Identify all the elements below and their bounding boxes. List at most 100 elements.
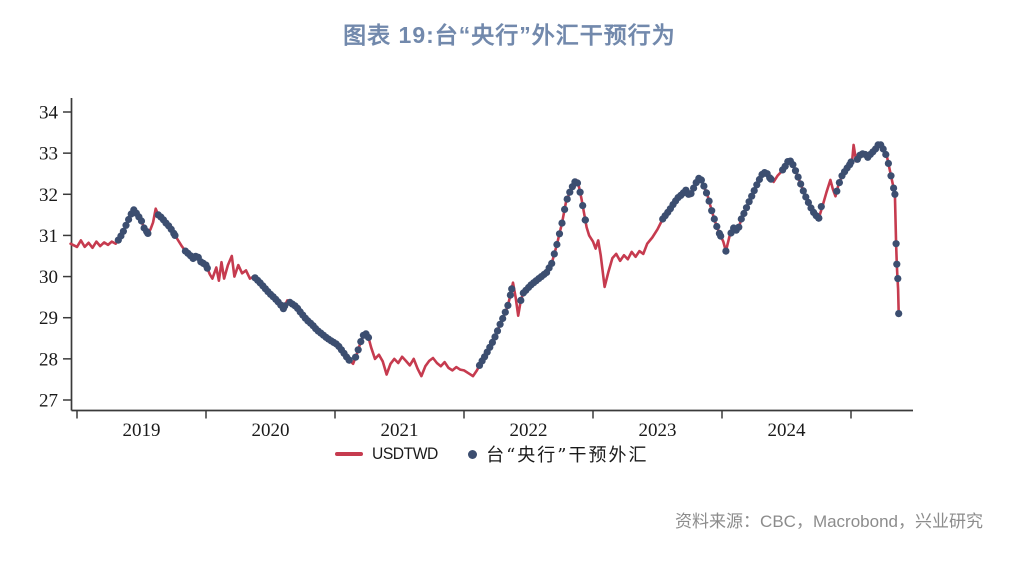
y-axis-tick-label: 33 xyxy=(39,144,58,165)
intervention-dot xyxy=(553,240,561,249)
y-axis-tick-label: 31 xyxy=(39,226,58,247)
intervention-dot xyxy=(895,310,903,318)
intervention-dot xyxy=(281,302,289,310)
intervention-dot xyxy=(122,221,130,229)
intervention-dot xyxy=(144,229,152,237)
legend-item-usdtwd: USDTWD xyxy=(335,444,444,464)
intervention-dot xyxy=(203,264,211,272)
intervention-dot xyxy=(700,182,708,190)
intervention-dot xyxy=(708,207,716,215)
intervention-dot xyxy=(884,159,893,167)
y-axis-tick-label: 34 xyxy=(39,103,59,124)
legend-item-intervention: 台“央行”干预外汇 xyxy=(468,441,648,467)
intervention-dot xyxy=(833,187,841,195)
intervention-dot xyxy=(745,198,753,206)
intervention-dot xyxy=(740,209,748,218)
intervention-dot xyxy=(508,285,516,293)
y-axis-tick-label: 29 xyxy=(39,308,58,329)
intervention-dot xyxy=(506,291,514,299)
intervention-dot xyxy=(804,198,813,207)
intervention-dot xyxy=(722,247,730,255)
intervention-dot xyxy=(802,193,810,201)
legend-label-intervention: 台“央行”干预外汇 xyxy=(486,445,649,466)
intervention-dot xyxy=(555,230,564,238)
intervention-dot xyxy=(496,320,504,328)
usdtwd-line-swatch xyxy=(335,452,364,456)
intervention-dot xyxy=(119,227,127,235)
intervention-dot xyxy=(702,189,711,197)
intervention-dot xyxy=(750,187,758,195)
intervention-dot xyxy=(710,215,718,223)
intervention-dot xyxy=(548,259,556,267)
intervention-dots xyxy=(114,141,903,369)
intervention-dot xyxy=(713,222,721,231)
chart-title: 图表 19:台“央行”外汇干预行为 xyxy=(343,22,676,48)
intervention-dot xyxy=(882,150,890,159)
x-axis-year-label: 2023 xyxy=(639,420,677,441)
intervention-dot xyxy=(835,179,844,187)
intervention-dot xyxy=(705,197,713,205)
intervention-dot xyxy=(566,188,574,196)
intervention-dot xyxy=(887,172,895,180)
intervention-dot xyxy=(504,301,512,309)
intervention-dot-swatch xyxy=(468,449,478,459)
chart-legend: USDTWD 台“央行”干预外汇 xyxy=(71,441,913,467)
intervention-dot xyxy=(352,353,360,361)
y-axis-tick-label: 28 xyxy=(39,349,58,370)
intervention-dot xyxy=(576,188,584,196)
legend-label-usdtwd: USDTWD xyxy=(372,444,439,463)
intervention-dot xyxy=(573,179,582,187)
intervention-dot xyxy=(891,190,899,198)
intervention-dot xyxy=(697,176,706,184)
intervention-dot xyxy=(894,275,902,283)
x-axis-year-label: 2021 xyxy=(381,420,419,441)
intervention-dot xyxy=(501,308,509,316)
x-axis-year-label: 2020 xyxy=(252,420,290,441)
intervention-dot xyxy=(550,250,558,258)
intervention-dot xyxy=(879,145,887,153)
x-axis-year-label: 2022 xyxy=(510,420,548,441)
intervention-dot xyxy=(735,223,743,231)
y-axis-tick-label: 27 xyxy=(39,391,58,412)
intervention-dot xyxy=(499,314,507,323)
intervention-dot xyxy=(890,184,898,192)
intervention-dot xyxy=(767,175,775,183)
intervention-dot xyxy=(579,202,587,210)
intervention-dot xyxy=(137,217,146,225)
intervention-dot xyxy=(789,161,797,169)
y-axis-tick-label: 32 xyxy=(39,185,58,206)
source-note: 资料来源：CBC，Macrobond，兴业研究 xyxy=(675,512,983,531)
intervention-dot xyxy=(581,216,589,224)
intervention-dot xyxy=(364,333,373,342)
y-axis-tick-label: 30 xyxy=(39,267,58,288)
intervention-dot xyxy=(488,338,496,346)
intervention-dot xyxy=(493,327,502,335)
intervention-dot xyxy=(357,338,365,346)
intervention-dot xyxy=(561,205,569,213)
x-axis-year-label: 2024 xyxy=(768,420,807,441)
intervention-dot xyxy=(791,167,800,175)
intervention-dot xyxy=(748,192,756,200)
intervention-dot xyxy=(517,296,525,304)
intervention-dot xyxy=(893,260,901,268)
intervention-dot xyxy=(737,215,745,223)
intervention-dot xyxy=(742,204,751,212)
intervention-dot xyxy=(847,158,855,166)
intervention-dot xyxy=(171,231,179,239)
intervention-dot xyxy=(563,195,571,203)
intervention-dot xyxy=(690,184,698,192)
intervention-dot xyxy=(799,187,807,195)
intervention-dot xyxy=(354,346,362,354)
intervention-dot xyxy=(558,219,566,227)
intervention-dot xyxy=(491,333,499,341)
intervention-dot xyxy=(345,356,353,364)
intervention-dot xyxy=(125,215,133,224)
intervention-dot xyxy=(687,190,695,198)
intervention-dot xyxy=(817,203,825,211)
x-axis-year-label: 2019 xyxy=(123,420,161,441)
intervention-dot xyxy=(797,180,805,188)
intervention-dot xyxy=(892,240,900,248)
intervention-dot xyxy=(815,214,823,222)
